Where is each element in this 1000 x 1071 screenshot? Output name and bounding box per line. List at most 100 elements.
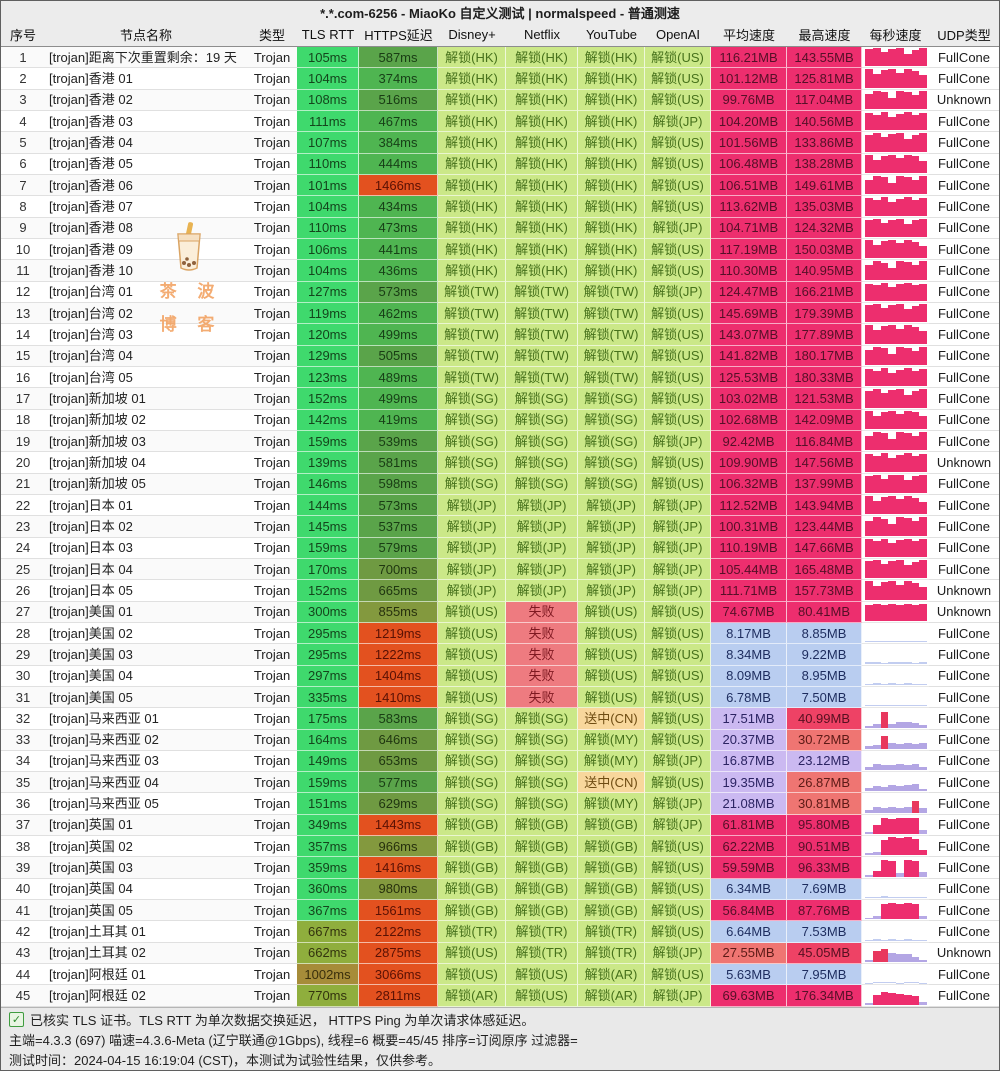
tls-rtt-cell: 145ms (297, 516, 359, 538)
speed-bar (911, 455, 920, 472)
speed-bar (880, 155, 889, 173)
disney-cell: 解锁(US) (438, 964, 506, 986)
speed-bar (903, 347, 912, 365)
row-number: 30 (1, 665, 45, 687)
youtube-cell: 解锁(US) (578, 644, 645, 666)
avg-speed-cell: 145.69MB (711, 302, 787, 325)
avg-speed-cell: 59.59MB (711, 857, 787, 879)
node-name: [trojan]香港 03 (45, 110, 247, 133)
speed-bar (865, 112, 873, 131)
node-type: Trojan (247, 47, 297, 69)
speed-bar (865, 641, 873, 643)
youtube-cell: 解锁(SG) (578, 452, 645, 474)
tls-rtt-cell: 110ms (297, 153, 359, 175)
speed-bar (896, 939, 904, 941)
speed-bar (872, 586, 881, 600)
speed-bar (919, 245, 927, 259)
https-latency-cell: 966ms (359, 836, 438, 858)
table-row: 10 [trojan]香港 09 Trojan 106ms 441ms 解锁(HK) 解锁(… (1, 238, 999, 261)
tls-rtt-cell: 120ms (297, 324, 359, 346)
speed-bar (880, 52, 889, 67)
speed-bar (911, 370, 920, 387)
speed-bar (872, 370, 881, 387)
avg-speed-cell: 106.51MB (711, 174, 787, 197)
node-name: [trojan]英国 05 (45, 900, 247, 922)
speed-bar (880, 563, 889, 579)
udp-type-cell: FullCone (929, 281, 999, 303)
speed-bar (888, 807, 896, 813)
speed-bar (888, 704, 896, 707)
report-title: *.*.com-6256 - MiaoKo 自定义测试 | normalspee… (1, 1, 999, 23)
speed-bar (911, 744, 920, 749)
speed-bar (896, 584, 904, 600)
speed-bar (919, 198, 927, 216)
node-type: Trojan (247, 110, 297, 133)
https-latency-cell: 577ms (359, 772, 438, 794)
node-name: [trojan]香港 05 (45, 153, 247, 175)
tls-rtt-cell: 295ms (297, 644, 359, 666)
speed-bar (911, 801, 920, 813)
speed-bars-sparkline (862, 281, 929, 303)
tls-rtt-cell: 127ms (297, 281, 359, 303)
node-type: Trojan (247, 750, 297, 773)
row-number: 28 (1, 622, 45, 645)
speed-bar (911, 265, 920, 280)
disney-cell: 解锁(GB) (438, 836, 506, 858)
speed-bar (919, 218, 927, 237)
table-row: 40 [trojan]英国 04 Trojan 360ms 980ms 解锁(GB) 解锁(… (1, 878, 999, 901)
udp-type-cell: FullCone (929, 857, 999, 879)
speed-bar (872, 604, 881, 621)
node-type: Trojan (247, 452, 297, 474)
node-type: Trojan (247, 964, 297, 986)
netflix-cell: 解锁(SG) (506, 388, 578, 410)
tls-rtt-cell: 119ms (297, 302, 359, 325)
openai-cell: 解锁(US) (645, 238, 711, 261)
speed-bars-sparkline (862, 110, 929, 133)
disney-cell: 解锁(HK) (438, 89, 506, 111)
youtube-cell: 解锁(SG) (578, 430, 645, 453)
tls-rtt-cell: 151ms (297, 793, 359, 815)
youtube-cell: 解锁(SG) (578, 409, 645, 431)
speed-bar (872, 474, 881, 493)
speed-bar (880, 518, 889, 536)
udp-type-cell: FullCone (929, 110, 999, 133)
avg-speed-cell: 100.31MB (711, 516, 787, 538)
node-name: [trojan]马来西亚 01 (45, 708, 247, 730)
speed-bar (911, 838, 920, 856)
speed-bar (888, 902, 896, 920)
speed-bar (888, 952, 896, 963)
speed-bar (903, 604, 912, 621)
https-latency-cell: 2875ms (359, 942, 438, 965)
speed-bar (872, 175, 881, 195)
row-number: 5 (1, 132, 45, 154)
row-number: 18 (1, 409, 45, 431)
avg-speed-cell: 69.63MB (711, 985, 787, 1007)
speed-bar (865, 390, 873, 408)
disney-cell: 解锁(US) (438, 601, 506, 623)
speed-bar (896, 48, 904, 67)
speed-bar (865, 960, 873, 963)
speed-bars-sparkline (862, 921, 929, 943)
node-type: Trojan (247, 558, 297, 581)
youtube-cell: 解锁(HK) (578, 196, 645, 218)
netflix-cell: 解锁(JP) (506, 516, 578, 538)
speed-bar (865, 539, 873, 557)
speed-bar (865, 787, 873, 792)
row-number: 19 (1, 430, 45, 453)
disney-cell: 解锁(SG) (438, 452, 506, 474)
netflix-cell: 解锁(JP) (506, 558, 578, 581)
speed-bar (888, 372, 896, 387)
netflix-cell: 解锁(TW) (506, 302, 578, 325)
speed-bars-sparkline (862, 729, 929, 751)
https-latency-cell: 537ms (359, 516, 438, 538)
speed-bar (896, 904, 904, 920)
udp-type-cell: FullCone (929, 260, 999, 282)
openai-cell: 解锁(US) (645, 665, 711, 687)
speed-bar (903, 53, 912, 67)
speed-bar (903, 538, 912, 557)
openai-cell: 解锁(US) (645, 473, 711, 495)
max-speed-cell: 143.94MB (787, 494, 862, 517)
speed-bar (872, 786, 881, 792)
netflix-cell: 解锁(HK) (506, 153, 578, 175)
speed-bar (865, 683, 873, 685)
